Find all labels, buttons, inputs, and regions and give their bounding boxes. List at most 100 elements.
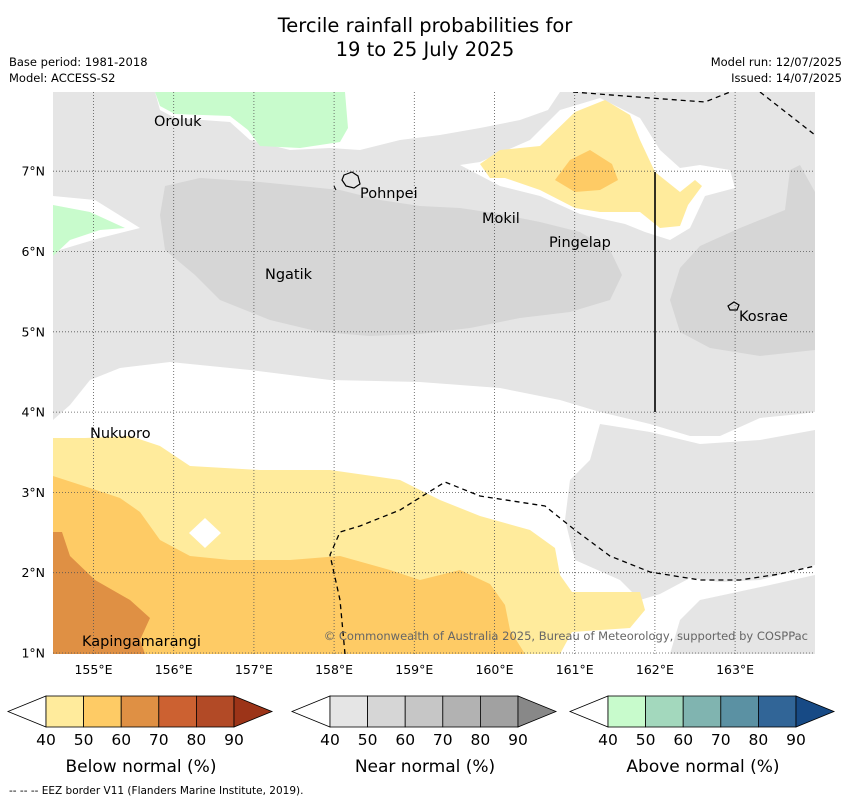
- colorbar-1: 40 50 60 70 80 90 Near normal (%): [290, 695, 558, 777]
- colorbar-tick-label: 50: [74, 731, 94, 749]
- base-period: Base period: 1981-2018: [9, 55, 148, 69]
- above-normal-40-region: [53, 205, 125, 256]
- colorbar-max-arrow: [233, 695, 274, 728]
- colorbar-tick-label: 60: [395, 731, 415, 749]
- place-kosrae: Kosrae: [739, 309, 788, 325]
- near-normal-50-region: [160, 178, 622, 336]
- colorbar-tick-label: 70: [433, 731, 453, 749]
- colorbar-segment: [83, 695, 122, 728]
- colorbars: 40 50 60 70 80 90 Below normal (%) 40 50 60 70 80 90…: [6, 695, 836, 777]
- title-line-1: Tercile rainfall probabilities for: [277, 14, 573, 37]
- colorbar-title: Above normal (%): [626, 757, 779, 777]
- above-normal-40-region: [155, 92, 348, 148]
- meta-right: Model run: 12/07/2025 Issued: 14/07/2025: [711, 54, 842, 86]
- longitude-tick-label: 155°E: [74, 662, 112, 677]
- colorbar-segment: [479, 695, 519, 728]
- colorbar-title: Below normal (%): [66, 757, 217, 777]
- map-title: Tercile rainfall probabilities for 19 to…: [0, 14, 850, 62]
- colorbar-segment: [404, 695, 444, 728]
- colorbar-segment: [758, 695, 797, 728]
- latitude-labels: 1°N 2°N 3°N 4°N 5°N 6°N 7°N: [21, 164, 45, 661]
- longitude-tick-label: 156°E: [155, 662, 193, 677]
- colorbar-title: Near normal (%): [355, 757, 495, 777]
- colorbar-tick-label: 40: [320, 731, 340, 749]
- colorbar-segment: [45, 695, 84, 728]
- latitude-tick-label: 5°N: [21, 324, 45, 339]
- latitude-tick-label: 4°N: [21, 405, 45, 420]
- map-area: Oroluk Pohnpei Mokil Pingelap Ngatik Kos…: [53, 92, 815, 654]
- colorbar-segment: [195, 695, 235, 728]
- map-gap: [189, 518, 221, 548]
- place-nukuoro: Nukuoro: [90, 426, 151, 442]
- colorbar-min-arrow: [6, 695, 47, 728]
- colorbar-tick-label: 80: [749, 731, 769, 749]
- colorbar-min-arrow: [568, 695, 609, 728]
- colorbar-tick-label: 60: [673, 731, 693, 749]
- colorbar-segment: [367, 695, 406, 728]
- footer-note: -- -- -- EEZ border V11 (Flanders Marine…: [9, 785, 304, 797]
- eez-border: [759, 92, 815, 136]
- place-ngatik: Ngatik: [265, 267, 313, 283]
- near-normal-50-region: [670, 165, 815, 356]
- colorbar-tick-label: 70: [711, 731, 731, 749]
- colorbar-tick-label: 90: [224, 731, 244, 749]
- island-mark: [333, 185, 337, 191]
- colorbar-segment: [645, 695, 684, 728]
- place-pingelap: Pingelap: [549, 235, 611, 251]
- colorbar-tick-label: 70: [149, 731, 169, 749]
- colorbar-segment: [607, 695, 646, 728]
- pohnpei-island-shape: [341, 171, 361, 189]
- title-line-2: 19 to 25 July 2025: [335, 38, 515, 61]
- colorbar-max-arrow: [517, 695, 558, 728]
- latitude-tick-label: 1°N: [21, 646, 45, 661]
- colorbar-tick-label: 90: [508, 731, 528, 749]
- longitude-tick-label: 159°E: [395, 662, 433, 677]
- colorbar-0: 40 50 60 70 80 90 Below normal (%): [6, 695, 274, 777]
- colorbar-min-arrow: [290, 695, 331, 728]
- eez-border: [572, 92, 732, 103]
- colorbar-tick-label: 40: [36, 731, 56, 749]
- below-normal-60-region: [53, 532, 150, 654]
- longitude-tick-label: 158°E: [315, 662, 353, 677]
- place-oroluk: Oroluk: [154, 114, 202, 130]
- place-pohnpei: Pohnpei: [360, 186, 418, 202]
- near-normal-40-region: [670, 575, 815, 654]
- place-mokil: Mokil: [482, 211, 520, 227]
- colorbar-tick-label: 80: [471, 731, 491, 749]
- colorbar-segment: [120, 695, 160, 728]
- meta-left: Base period: 1981-2018 Model: ACCESS-S2: [9, 54, 148, 86]
- longitude-tick-label: 160°E: [475, 662, 513, 677]
- model-name: Model: ACCESS-S2: [9, 71, 116, 85]
- below-normal-50-region: [555, 150, 618, 192]
- longitude-labels: 155°E 156°E 157°E 158°E 159°E 160°E 161°E 162°E…: [74, 662, 754, 677]
- longitude-tick-label: 162°E: [636, 662, 674, 677]
- place-kapingamarangi: Kapingamarangi: [82, 634, 201, 650]
- colorbar-segment: [158, 695, 197, 728]
- colorbar-tick-label: 40: [598, 731, 618, 749]
- near-normal-40-region: [565, 424, 815, 600]
- below-normal-50-region: [53, 476, 525, 654]
- colorbar-tick-label: 50: [358, 731, 378, 749]
- colorbar-segment: [720, 695, 759, 728]
- issued-date: Issued: 14/07/2025: [731, 71, 842, 85]
- colorbar-segment: [682, 695, 722, 728]
- latitude-tick-label: 6°N: [21, 244, 45, 259]
- copyright-notice: © Commonwealth of Australia 2025, Bureau…: [324, 629, 808, 643]
- latitude-tick-label: 2°N: [21, 565, 45, 580]
- model-run: Model run: 12/07/2025: [710, 55, 842, 69]
- colorbar-max-arrow: [795, 695, 836, 728]
- colorbar-segment: [329, 695, 368, 728]
- colorbar-2: 40 50 60 70 80 90 Above normal (%): [568, 695, 836, 777]
- latitude-tick-label: 3°N: [21, 485, 45, 500]
- colorbar-tick-label: 80: [187, 731, 207, 749]
- colorbar-tick-label: 90: [786, 731, 806, 749]
- latitude-tick-label: 7°N: [21, 164, 45, 179]
- longitude-tick-label: 161°E: [556, 662, 594, 677]
- longitude-tick-label: 163°E: [716, 662, 754, 677]
- longitude-tick-label: 157°E: [235, 662, 273, 677]
- eez-border: [329, 481, 815, 654]
- colorbar-tick-label: 60: [111, 731, 131, 749]
- kosrae-island-shape: [727, 301, 740, 311]
- colorbar-tick-label: 50: [636, 731, 656, 749]
